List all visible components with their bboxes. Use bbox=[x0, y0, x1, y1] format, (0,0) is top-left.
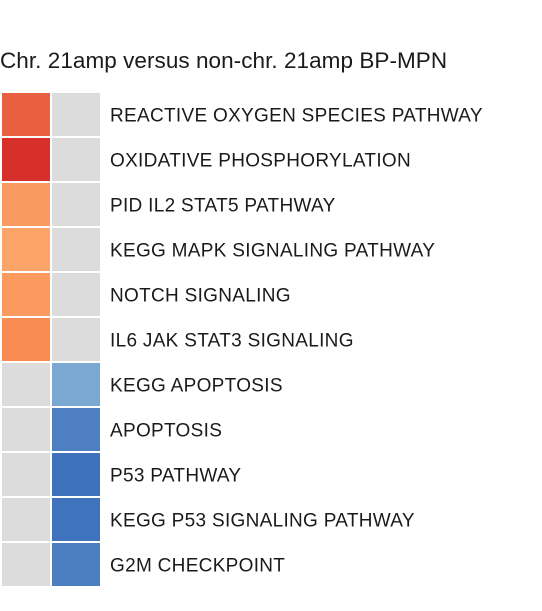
heatmap-cell-r0-c0 bbox=[2, 93, 50, 136]
heatmap-cell-r0-c1 bbox=[52, 93, 100, 136]
row-label: G2M CHECKPOINT bbox=[110, 556, 285, 577]
heatmap-cell-r7-c1 bbox=[52, 408, 100, 451]
heatmap-cell-r8-c1 bbox=[52, 453, 100, 496]
heatmap-cell-r8-c0 bbox=[2, 453, 50, 496]
heatmap-cell-r9-c0 bbox=[2, 498, 50, 541]
heatmap-cell-r3-c0 bbox=[2, 228, 50, 271]
heatmap-cell-r1-c0 bbox=[2, 138, 50, 181]
row-label: OXIDATIVE PHOSPHORYLATION bbox=[110, 151, 411, 172]
row-label: KEGG P53 SIGNALING PATHWAY bbox=[110, 511, 415, 532]
heatmap-cell-r5-c0 bbox=[2, 318, 50, 361]
heatmap-cell-r1-c1 bbox=[52, 138, 100, 181]
heatmap-cell-r4-c0 bbox=[2, 273, 50, 316]
row-label: KEGG APOPTOSIS bbox=[110, 376, 283, 397]
row-label: KEGG MAPK SIGNALING PATHWAY bbox=[110, 241, 435, 262]
heatmap-cell-r9-c1 bbox=[52, 498, 100, 541]
heatmap-cell-r5-c1 bbox=[52, 318, 100, 361]
heatmap-cell-r10-c0 bbox=[2, 543, 50, 586]
heatmap-cell-r4-c1 bbox=[52, 273, 100, 316]
heatmap-cell-r6-c0 bbox=[2, 363, 50, 406]
row-label: APOPTOSIS bbox=[110, 421, 222, 442]
heatmap-cell-r3-c1 bbox=[52, 228, 100, 271]
row-label: NOTCH SIGNALING bbox=[110, 286, 291, 307]
heatmap-cell-r10-c1 bbox=[52, 543, 100, 586]
heatmap-cell-r2-c1 bbox=[52, 183, 100, 226]
row-label: P53 PATHWAY bbox=[110, 466, 241, 487]
row-label: IL6 JAK STAT3 SIGNALING bbox=[110, 331, 354, 352]
heatmap-cell-r2-c0 bbox=[2, 183, 50, 226]
chart-title: Chr. 21amp versus non-chr. 21amp BP-MPN bbox=[0, 48, 448, 73]
heatmap-cell-r7-c0 bbox=[2, 408, 50, 451]
row-label: REACTIVE OXYGEN SPECIES PATHWAY bbox=[110, 106, 483, 127]
row-label: PID IL2 STAT5 PATHWAY bbox=[110, 196, 336, 217]
heatmap-cell-r6-c1 bbox=[52, 363, 100, 406]
